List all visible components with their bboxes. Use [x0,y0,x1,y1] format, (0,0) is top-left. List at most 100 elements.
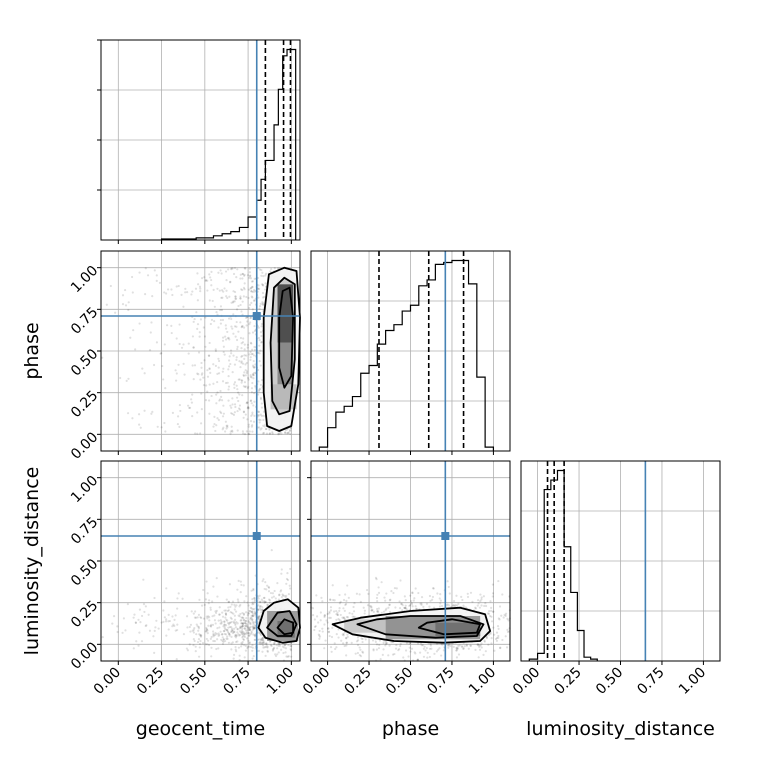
scatter-point [253,634,256,637]
scatter-point [199,633,202,637]
scatter-point [154,626,157,629]
scatter-point [180,346,184,349]
scatter-point [232,354,235,357]
scatter-point [229,362,232,366]
scatter-point [344,603,347,607]
scatter-point [246,613,249,617]
scatter-point [260,637,263,641]
scatter-point [350,641,353,645]
scatter-point [206,639,210,642]
scatter-point [260,334,263,338]
histogram-step-line [528,469,598,661]
scatter-point [145,624,148,627]
scatter-point [262,275,265,278]
scatter-point [229,349,233,352]
scatter-point [143,372,146,375]
scatter-point [247,423,250,426]
scatter-point [190,401,194,404]
scatter-point [485,604,488,608]
scatter-point [247,620,250,623]
scatter-point [491,583,494,586]
scatter-point [261,283,264,286]
scatter-point [207,643,211,647]
scatter-point [331,626,334,629]
scatter-point [239,603,242,607]
scatter-point [465,643,468,646]
scatter-point [226,630,230,634]
scatter-point [254,384,257,388]
scatter-point [210,270,213,273]
scatter-point [377,607,380,610]
scatter-point [241,633,244,636]
scatter-point [215,393,218,396]
scatter-point [134,621,137,624]
scatter-point [205,628,208,631]
scatter-point [214,611,218,614]
scatter-point [220,289,224,292]
scatter-point [223,627,226,630]
scatter-point [204,399,208,402]
scatter-point [222,345,225,348]
scatter-point [224,613,228,616]
scatter-point [233,300,236,303]
scatter-point [223,620,226,623]
scatter-point [250,614,253,617]
scatter-point [264,272,268,275]
scatter-point [263,601,266,604]
scatter-point [223,609,226,612]
scatter-point [496,625,500,628]
scatter-point [147,613,150,616]
scatter-point [280,568,283,571]
scatter-point [244,363,247,366]
scatter-point [355,640,359,643]
scatter-point [259,600,262,603]
scatter-point [375,648,378,651]
scatter-point [335,609,338,613]
scatter-point [329,606,333,609]
scatter-point [160,352,163,355]
scatter-point [187,342,190,345]
scatter-point [243,627,246,630]
scatter-point [355,592,359,595]
scatter-point [428,655,431,659]
scatter-point [243,371,246,374]
scatter-point [289,642,292,645]
scatter-point [348,612,351,615]
scatter-point [495,639,499,642]
scatter-point [211,615,214,618]
scatter-point [222,630,225,633]
scatter-point [249,420,253,423]
scatter-point [189,623,193,626]
scatter-point [353,602,356,605]
scatter-point [452,599,456,603]
histogram-step-line [318,259,495,451]
scatter-point [258,615,262,618]
scatter-point [134,621,138,624]
scatter-point [371,608,374,611]
scatter-point [221,639,224,643]
scatter-point [260,341,263,344]
scatter-point [229,430,232,433]
scatter-point [384,599,387,602]
scatter-point [283,643,287,647]
scatter-point [138,271,141,274]
scatter-point [174,614,177,617]
scatter-point [223,629,226,633]
scatter-point [429,644,432,647]
scatter-point [127,301,130,304]
scatter-point [460,595,463,599]
scatter-point [276,267,280,270]
scatter-point [184,287,187,290]
scatter-point [281,593,284,596]
scatter-point [393,586,397,590]
scatter-point [490,620,494,623]
scatter-point [214,622,217,625]
scatter-point [224,324,227,327]
scatter-point [202,383,206,387]
scatter-point [338,602,342,605]
scatter-point [211,600,214,603]
scatter-point [339,600,342,603]
scatter-point [250,290,253,293]
scatter-point [152,363,156,367]
y-tick-label: 0.25 [68,598,101,631]
